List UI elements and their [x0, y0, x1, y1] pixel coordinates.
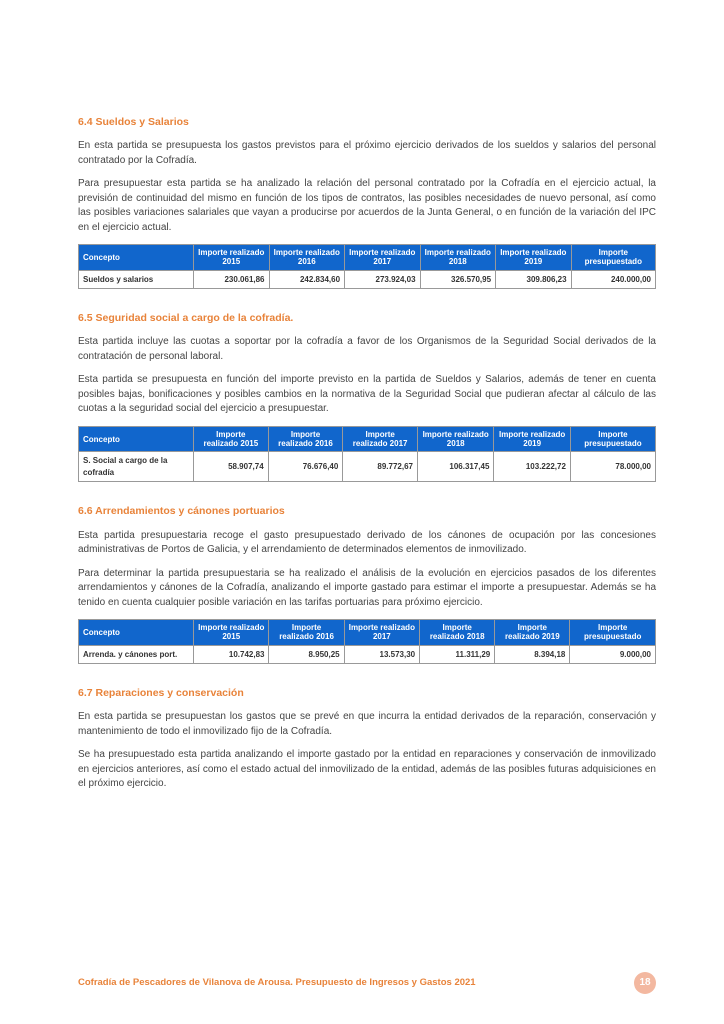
col-header: Importe realizado 2016 [269, 620, 344, 645]
footer-text: Cofradía de Pescadores de Vilanova de Ar… [78, 977, 476, 988]
col-header: Importe realizado 2019 [494, 426, 570, 451]
table-arrendamientos: Concepto Importe realizado 2015 Importe … [78, 619, 656, 664]
section-6-6: 6.6 Arrendamientos y cánones portuarios … [78, 504, 656, 664]
col-header: Importe realizado 2019 [495, 620, 570, 645]
paragraph: Esta partida incluye las cuotas a soport… [78, 335, 656, 364]
cell: 78.000,00 [570, 452, 655, 482]
cell: 309.806,23 [496, 270, 572, 289]
cell: 230.061,86 [194, 270, 270, 289]
paragraph: Para determinar la partida presupuestari… [78, 567, 656, 611]
section-title: 6.5 Seguridad social a cargo de la cofra… [78, 311, 656, 326]
col-header: Concepto [79, 245, 194, 270]
cell: 76.676,40 [268, 452, 343, 482]
cell: 13.573,30 [344, 645, 419, 664]
col-header: Importe realizado 2017 [343, 426, 418, 451]
cell: 89.772,67 [343, 452, 418, 482]
cell: 103.222,72 [494, 452, 570, 482]
row-label: S. Social a cargo de la cofradía [79, 452, 194, 482]
paragraph: En esta partida se presupuesta los gasto… [78, 139, 656, 168]
section-6-5: 6.5 Seguridad social a cargo de la cofra… [78, 311, 656, 482]
cell: 273.924,03 [345, 270, 421, 289]
col-header: Importe presupuestado [570, 620, 656, 645]
cell: 58.907,74 [194, 452, 269, 482]
paragraph: Esta partida presupuestaria recoge el ga… [78, 529, 656, 558]
col-header: Importe realizado 2015 [194, 620, 269, 645]
cell: 8.950,25 [269, 645, 344, 664]
cell: 9.000,00 [570, 645, 656, 664]
section-6-4: 6.4 Sueldos y Salarios En esta partida s… [78, 115, 656, 289]
col-header: Importe realizado 2018 [420, 245, 496, 270]
section-title: 6.4 Sueldos y Salarios [78, 115, 656, 130]
col-header: Importe realizado 2016 [268, 426, 343, 451]
row-label: Arrenda. y cánones port. [79, 645, 194, 664]
paragraph: Para presupuestar esta partida se ha ana… [78, 177, 656, 235]
table-seguridad: Concepto Importe realizado 2015 Importe … [78, 426, 656, 483]
cell: 11.311,29 [420, 645, 495, 664]
col-header: Importe realizado 2016 [269, 245, 345, 270]
cell: 10.742,83 [194, 645, 269, 664]
col-header: Importe realizado 2017 [345, 245, 421, 270]
col-header: Concepto [79, 426, 194, 451]
col-header: Importe realizado 2018 [420, 620, 495, 645]
table-sueldos: Concepto Importe realizado 2015 Importe … [78, 244, 656, 289]
table-row: S. Social a cargo de la cofradía 58.907,… [79, 452, 656, 482]
paragraph: Se ha presupuestado esta partida analiza… [78, 748, 656, 792]
col-header: Importe presupuestado [570, 426, 655, 451]
col-header: Importe realizado 2015 [194, 426, 269, 451]
cell: 326.570,95 [420, 270, 496, 289]
section-6-7: 6.7 Reparaciones y conservación En esta … [78, 686, 656, 792]
cell: 242.834,60 [269, 270, 345, 289]
cell: 106.317,45 [417, 452, 493, 482]
table-row: Arrenda. y cánones port. 10.742,83 8.950… [79, 645, 656, 664]
cell: 8.394,18 [495, 645, 570, 664]
col-header: Importe realizado 2015 [194, 245, 270, 270]
section-title: 6.7 Reparaciones y conservación [78, 686, 656, 701]
table-row: Sueldos y salarios 230.061,86 242.834,60… [79, 270, 656, 289]
page-footer: Cofradía de Pescadores de Vilanova de Ar… [78, 976, 656, 991]
cell: 240.000,00 [571, 270, 655, 289]
col-header: Concepto [79, 620, 194, 645]
col-header: Importe presupuestado [571, 245, 655, 270]
paragraph: En esta partida se presupuestan los gast… [78, 710, 656, 739]
col-header: Importe realizado 2018 [417, 426, 493, 451]
paragraph: Esta partida se presupuesta en función d… [78, 373, 656, 417]
section-title: 6.6 Arrendamientos y cánones portuarios [78, 504, 656, 519]
page-number-badge: 18 [634, 972, 656, 994]
col-header: Importe realizado 2019 [496, 245, 572, 270]
row-label: Sueldos y salarios [79, 270, 194, 289]
col-header: Importe realizado 2017 [344, 620, 419, 645]
